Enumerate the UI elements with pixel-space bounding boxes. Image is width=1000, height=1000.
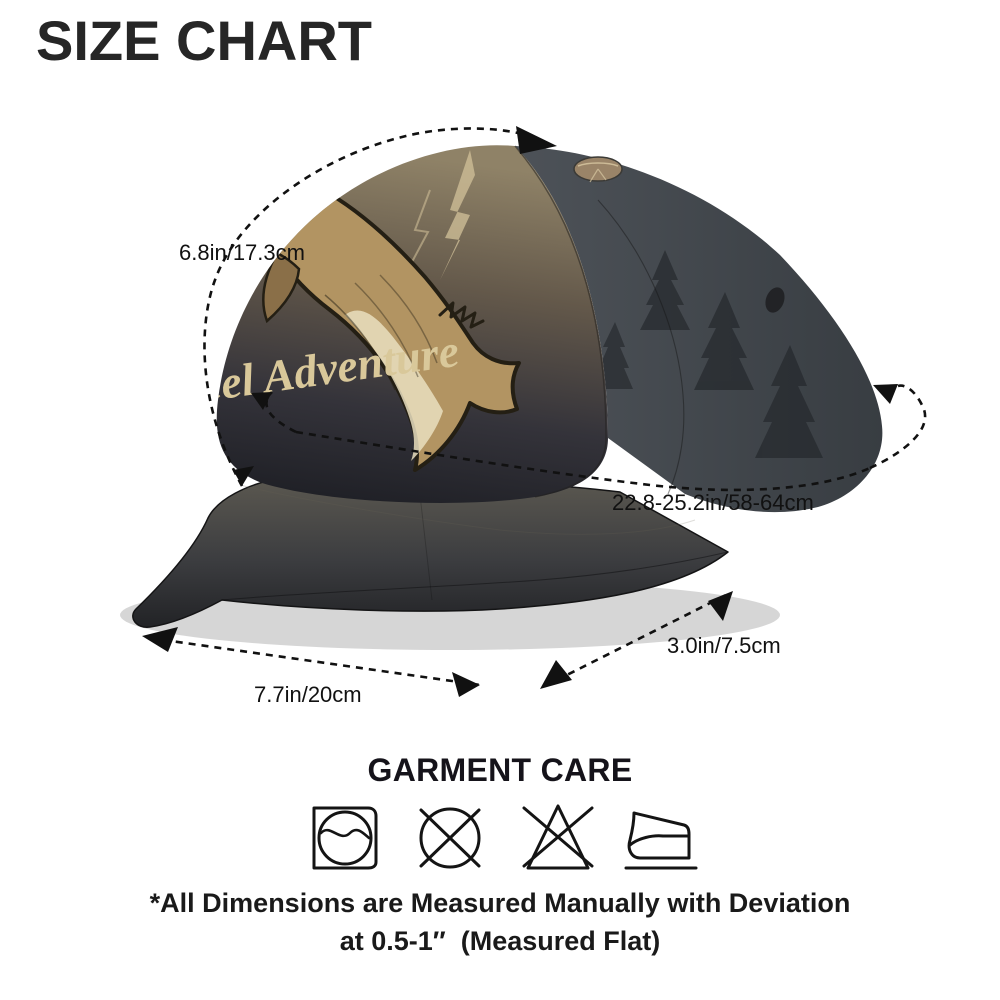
svg-text:3.0in/7.5cm: 3.0in/7.5cm xyxy=(667,633,781,658)
svg-text:7.7in/20cm: 7.7in/20cm xyxy=(254,682,362,707)
svg-text:22.8-25.2in/58-64cm: 22.8-25.2in/58-64cm xyxy=(612,490,814,515)
svg-text:6.8in/17.3cm: 6.8in/17.3cm xyxy=(179,240,305,265)
